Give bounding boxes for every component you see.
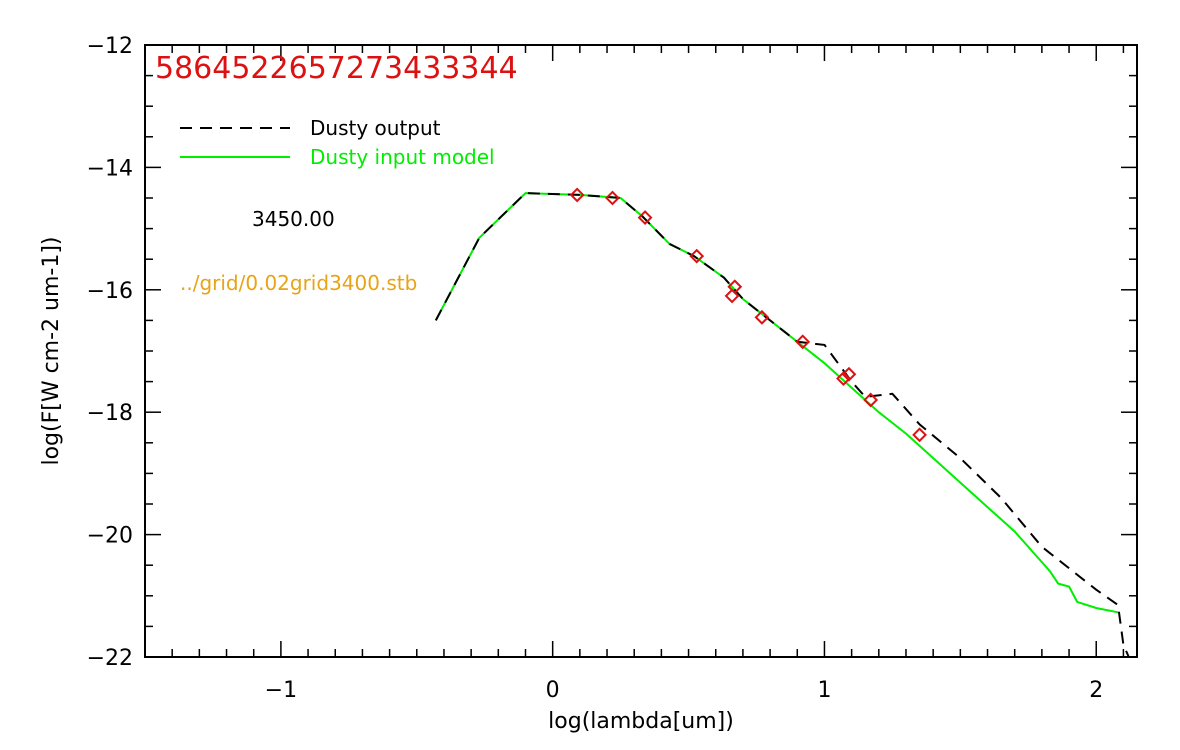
photometry-point xyxy=(836,371,851,386)
x-tick-label: 2 xyxy=(1089,678,1103,703)
y-tick-label: −16 xyxy=(87,279,133,304)
x-tick-label: 0 xyxy=(546,678,560,703)
photometry-point xyxy=(724,288,740,304)
legend-label-input: Dusty input model xyxy=(310,145,495,169)
photometry-point xyxy=(727,279,743,295)
x-tick-label: −1 xyxy=(265,678,297,703)
photometry-point xyxy=(569,187,585,203)
photometry-point xyxy=(754,309,770,325)
y-tick-label: −12 xyxy=(87,34,133,59)
photometry-point xyxy=(795,334,811,350)
grid-file-annotation: ../grid/0.02grid3400.stb xyxy=(180,271,417,295)
photometry-point xyxy=(637,210,653,225)
x-axis-title: log(lambda[um]) xyxy=(548,709,734,734)
plot-frame xyxy=(144,44,1138,658)
series-line-input-model xyxy=(434,192,1119,614)
temperature-annotation: 3450.00 xyxy=(252,207,335,231)
markers-layer xyxy=(569,187,927,443)
y-tick-label: −14 xyxy=(87,156,133,181)
photometry-point xyxy=(912,427,927,443)
y-tick-label: −20 xyxy=(87,524,133,549)
x-tick-label: 1 xyxy=(817,678,831,703)
photometry-point xyxy=(863,392,879,408)
chart-title: 5864522657273433344 xyxy=(155,51,518,86)
photometry-point xyxy=(841,366,857,382)
legend-label-output: Dusty output xyxy=(310,116,441,140)
photometry-point xyxy=(605,190,620,206)
photometry-point xyxy=(689,248,705,264)
axis-ticks: −1 0 1 2 −12 −14 −16 −18 −20 −22 xyxy=(87,34,1137,703)
y-axis-title: log(F[W cm-2 um-1]) xyxy=(39,236,64,465)
series-line-output xyxy=(434,192,1130,658)
series-layer xyxy=(434,192,1130,658)
y-tick-label: −18 xyxy=(87,401,133,426)
y-tick-label: −22 xyxy=(87,646,133,671)
